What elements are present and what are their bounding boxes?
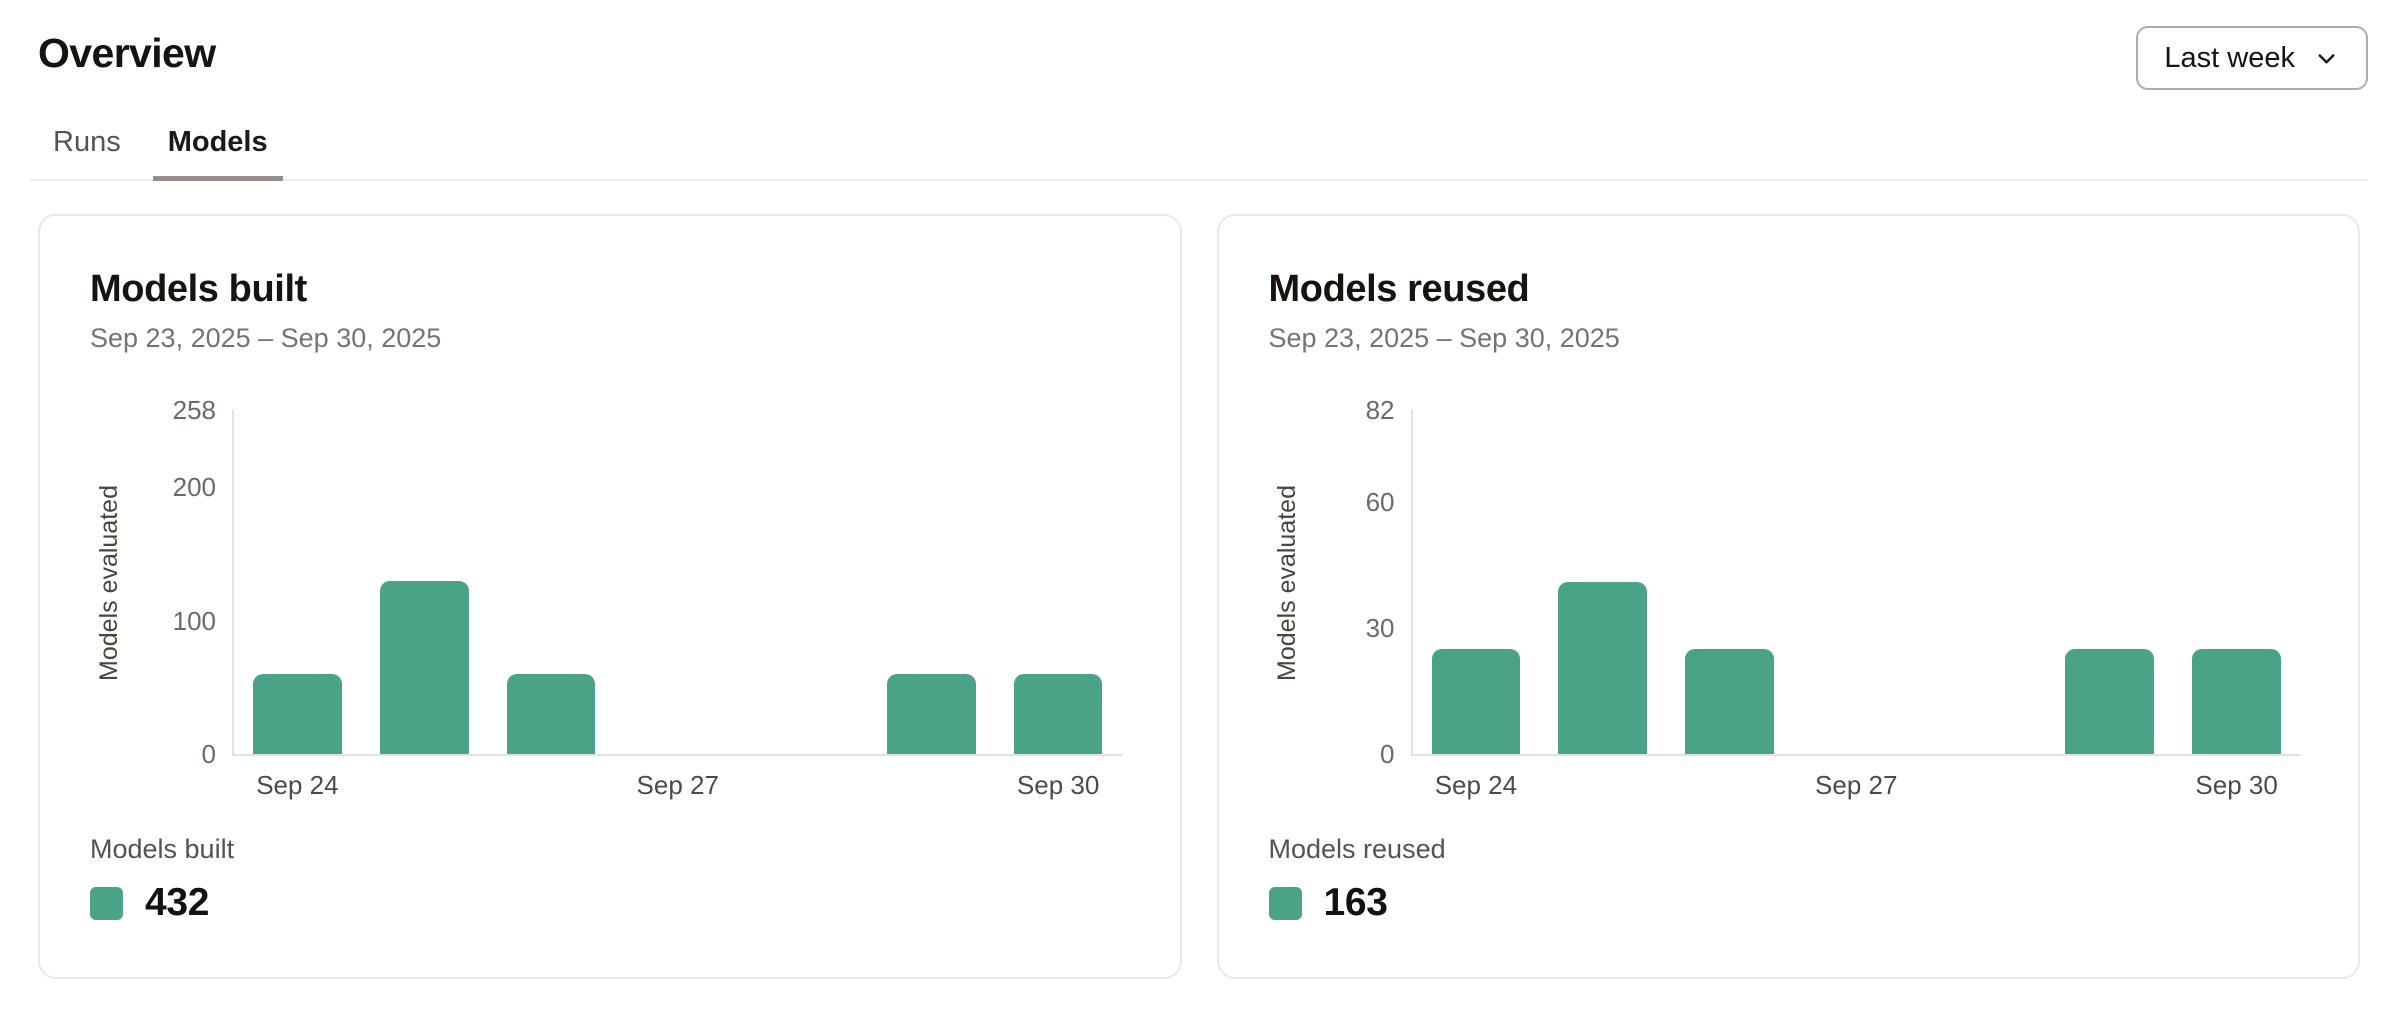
y-axis-tick-label: 200 <box>172 472 216 503</box>
bar <box>506 674 596 754</box>
card-title: Models reused <box>1268 268 1530 310</box>
y-axis-tick-label: 258 <box>172 395 216 425</box>
bar <box>2192 649 2281 754</box>
tab-runs[interactable]: Runs <box>53 126 121 158</box>
date-range-label: Last week <box>2164 41 2295 74</box>
card-models-built: Models built Sep 23, 2025 – Sep 30, 2025… <box>38 214 1182 979</box>
plot-area: 0 100 200 258 Sep 24 Sep 27 Sep 30 <box>173 397 1122 800</box>
x-axis-tick-label: Sep 27 <box>636 770 719 800</box>
models-built-bar-chart: Models evaluated 0 100 200 258 Sep 24 Sep 27 S… <box>88 397 1132 800</box>
bar-slot-sep-24 <box>234 410 361 754</box>
y-axis-title-box: Models evaluated <box>1267 410 1309 756</box>
page-title: Overview <box>38 30 216 76</box>
y-axis-tick-label: 60 <box>1365 487 1395 518</box>
bar <box>886 674 976 754</box>
tab-models[interactable]: Models <box>152 118 283 181</box>
models-reused-bar-chart: Models evaluated 0 30 60 82 Sep 24 Sep 27 Sep … <box>1267 397 2311 800</box>
legend-color-swatch <box>90 886 123 920</box>
y-axis-title: Models evaluated <box>94 485 123 681</box>
y-axis-title-box: Models evaluated <box>88 410 130 756</box>
legend-series-label: Models built <box>90 834 235 864</box>
bar <box>253 674 342 754</box>
bar-slot-sep-29 <box>868 410 995 754</box>
legend-total-value: 163 <box>1323 881 1388 924</box>
bar-slot-sep-27 <box>614 410 741 754</box>
date-range-selector[interactable]: Last week <box>2136 26 2368 90</box>
chevron-down-icon <box>2313 45 2340 72</box>
chart-legend: Models reused 163 <box>1268 834 2311 925</box>
page-header: Overview Last week <box>30 0 2368 90</box>
y-axis-title: Models evaluated <box>1273 485 1301 681</box>
card-date-range: Sep 23, 2025 – Sep 30, 2025 <box>90 323 442 353</box>
card-date-range: Sep 23, 2025 – Sep 30, 2025 <box>1268 323 1620 353</box>
bars-group <box>1413 410 2301 754</box>
y-axis-tick-label: 0 <box>201 739 216 769</box>
bar-slot-sep-30 <box>995 410 1122 754</box>
bar-slot-sep-26 <box>1666 410 1793 754</box>
bar-slot-sep-30 <box>2173 410 2300 754</box>
y-axis-tick-label: 100 <box>172 605 216 636</box>
x-axis-tick-label: Sep 24 <box>256 770 339 800</box>
card-title: Models built <box>90 268 307 310</box>
legend-value-row: 432 <box>90 881 1132 925</box>
active-tab-underline <box>152 176 283 181</box>
plot-area: 0 30 60 82 Sep 24 Sep 27 Sep 30 <box>1366 397 2301 800</box>
y-axis-tick-label: 82 <box>1365 395 1395 425</box>
bar-slot-sep-28 <box>1920 410 2047 754</box>
x-axis-tick-label: Sep 24 <box>1434 770 1518 800</box>
bar-slot-sep-27 <box>1793 410 1920 754</box>
legend-color-swatch <box>1268 886 1302 920</box>
tabs: Runs Models <box>38 118 2360 181</box>
bars-group <box>234 410 1122 754</box>
tabs-bar: Runs Models <box>30 118 2368 181</box>
bar-slot-sep-25 <box>1539 410 1666 754</box>
bar-slot-sep-25 <box>361 410 488 754</box>
x-axis-tick-label: Sep 27 <box>1815 770 1898 800</box>
legend-value-row: 163 <box>1268 881 2311 925</box>
bar-slot-sep-28 <box>741 410 868 754</box>
bar <box>1013 674 1103 754</box>
bar <box>1685 649 1774 754</box>
cards-row: Models built Sep 23, 2025 – Sep 30, 2025… <box>30 214 2368 979</box>
chart-legend: Models built 432 <box>90 834 1132 925</box>
tab-models-label: Models <box>167 126 268 158</box>
bar-slot-sep-24 <box>1413 410 1540 754</box>
bar <box>379 580 469 754</box>
bar <box>1558 582 1648 754</box>
x-axis-tick-label: Sep 30 <box>1016 770 1100 800</box>
card-models-reused: Models reused Sep 23, 2025 – Sep 30, 202… <box>1216 214 2360 979</box>
y-axis-tick-label: 30 <box>1365 613 1395 644</box>
bar <box>1431 649 1521 754</box>
legend-series-label: Models reused <box>1268 834 1446 864</box>
bar-slot-sep-29 <box>2046 410 2173 754</box>
legend-total-value: 432 <box>145 881 210 924</box>
x-axis-tick-label: Sep 30 <box>2195 770 2278 800</box>
y-axis-tick-label: 0 <box>1380 739 1395 769</box>
bar-slot-sep-26 <box>488 410 615 754</box>
bar <box>2065 649 2155 754</box>
